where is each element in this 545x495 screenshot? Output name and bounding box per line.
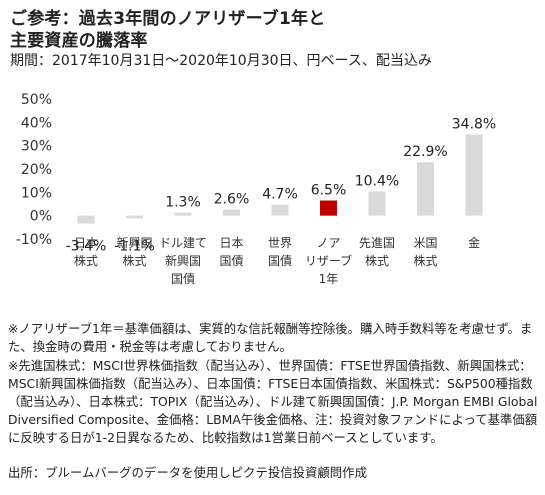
source-note: 出所：ブルームバーグのデータを使用しピクテ投信投資顧問作成 (8, 465, 367, 480)
data-label: 22.9% (403, 144, 447, 160)
y-axis: 50% 40% 30% 20% 10% 0% -10% (16, 92, 52, 248)
x-tick-label: リザーブ (305, 253, 352, 268)
y-tick-label: -10% (16, 232, 52, 248)
data-label: 10.4% (355, 173, 399, 189)
x-tick-label: 新興国 (165, 253, 201, 268)
x-axis-labels: 日本株式新興国株式ドル建て新興国国債日本国債世界国債ノアリザーブ1年先進国株式米… (74, 235, 480, 286)
x-tick-label: 1年 (319, 272, 339, 286)
x-tick-label: 国債 (268, 253, 292, 268)
x-tick-label: 株式 (122, 253, 146, 268)
data-label: 6.5% (311, 183, 347, 199)
data-label: -1.1% (114, 239, 155, 255)
data-label: -3.4% (66, 239, 107, 255)
x-tick-label: 日本 (74, 236, 98, 250)
period-subtitle: 期間：2017年10月31日～2020年10月30日、円ベース、配当込み (10, 53, 432, 69)
footnote-indices: ※先進国株式：MSCI世界株価指数（配当込み）、世界国債：FTSE世界国債指数、… (8, 358, 538, 445)
data-label: 2.6% (214, 192, 250, 208)
bar (126, 215, 143, 219)
bar (223, 209, 240, 216)
x-tick-label: 金 (468, 235, 480, 250)
value-labels: -3.4% -1.1% 1.3% 2.6% 4.7% 6.5% 10.4%22.9% 34.8… (66, 116, 497, 254)
bars (77, 134, 483, 224)
y-tick-label: 30% (21, 139, 52, 155)
x-tick-label: 日本 (219, 236, 243, 250)
bar (174, 212, 192, 216)
x-tick-label: ドル建て (159, 236, 207, 250)
bar (77, 215, 95, 224)
x-tick-label: 米国 (413, 236, 437, 250)
bar (417, 162, 434, 216)
footnote-noah-reserve: ※ノアリザーブ1年＝基準価額は、実質的な信託報酬等控除後。購入時手数料等を考慮せ… (8, 321, 533, 354)
data-label: 1.3% (165, 195, 201, 211)
bar (271, 204, 289, 216)
x-tick-label: 株式 (74, 253, 98, 268)
data-label: 4.7% (262, 187, 298, 203)
x-tick-label: 世界 (268, 236, 292, 250)
page-title-line-1: ご参考：過去3年間のノアリザーブ1年と (10, 9, 326, 29)
x-tick-label: 株式 (365, 253, 389, 268)
data-label: 34.8% (452, 116, 496, 132)
y-tick-label: 50% (21, 92, 52, 108)
bar-chart: 50% 40% 30% 20% 10% 0% -10% -3.4% -1.1% 1.3% 2.6%… (16, 92, 497, 286)
x-tick-label: 新興国 (116, 235, 152, 250)
y-tick-label: 40% (21, 115, 52, 131)
bar (320, 200, 337, 216)
bar (465, 134, 483, 216)
y-tick-label: 10% (21, 185, 52, 201)
x-tick-label: ノア (316, 236, 340, 250)
x-tick-label: 先進国 (359, 236, 395, 250)
y-tick-label: 20% (21, 162, 52, 178)
x-tick-label: 国債 (171, 271, 195, 286)
bar (368, 191, 386, 216)
x-tick-label: 株式 (413, 253, 437, 268)
x-tick-label: 国債 (219, 253, 243, 268)
page-title-line-2: 主要資産の騰落率 (10, 31, 148, 51)
y-tick-label: 0% (30, 209, 52, 225)
